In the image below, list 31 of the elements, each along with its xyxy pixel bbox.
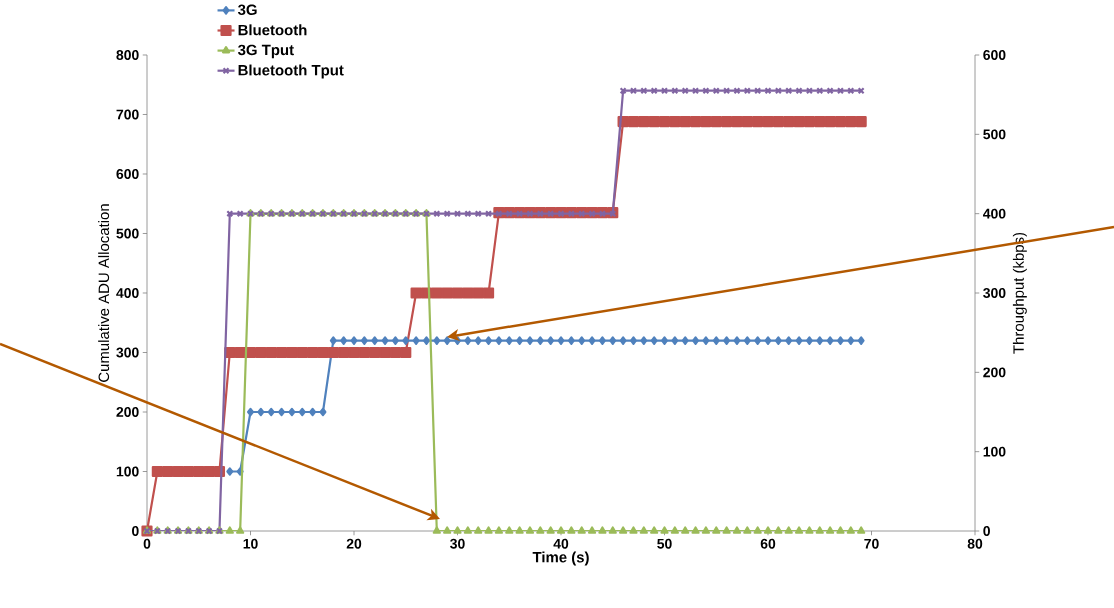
y-tick-label: 800 [116, 50, 139, 60]
legend-label: 3G [237, 4, 257, 16]
y2-tick-label: 0 [983, 526, 990, 536]
x-tick-label: 50 [657, 538, 672, 549]
x-tick-label: 20 [346, 538, 362, 549]
y2-tick-label: 300 [983, 288, 1006, 298]
x-tick-label: 80 [967, 538, 983, 549]
legend-label: Bluetooth Tput [238, 64, 344, 79]
legend-label: Bluetooth [238, 24, 307, 36]
legend-label: 3G Tput [237, 44, 294, 59]
y-tick-label: 700 [116, 109, 139, 120]
y-tick-label: 100 [116, 466, 139, 477]
y-tick-label: 400 [116, 288, 139, 298]
y2-tick-label: 200 [983, 367, 1006, 378]
y2-tick-label: 100 [983, 446, 1006, 457]
x-tick-label: 0 [143, 538, 151, 549]
y2-tick-label: 400 [983, 208, 1006, 219]
x-tick-label: 60 [760, 538, 776, 549]
y-tick-label: 0 [132, 526, 139, 536]
y-tick-label: 500 [116, 228, 139, 239]
y-tick-label: 300 [116, 347, 139, 358]
x-tick-label: 30 [450, 538, 465, 549]
x-tick-label: 70 [864, 538, 879, 549]
x-tick-label: 10 [243, 538, 258, 549]
y-tick-label: 200 [116, 407, 139, 417]
y-tick-label: 600 [116, 169, 139, 179]
y-axis-title: Cumulative ADU Allocation [98, 204, 110, 382]
y2-tick-label: 500 [983, 129, 1006, 140]
x-tick-label: 40 [553, 538, 569, 549]
x-axis-title: Time (s) [532, 551, 589, 566]
y2-tick-label: 600 [983, 50, 1006, 60]
